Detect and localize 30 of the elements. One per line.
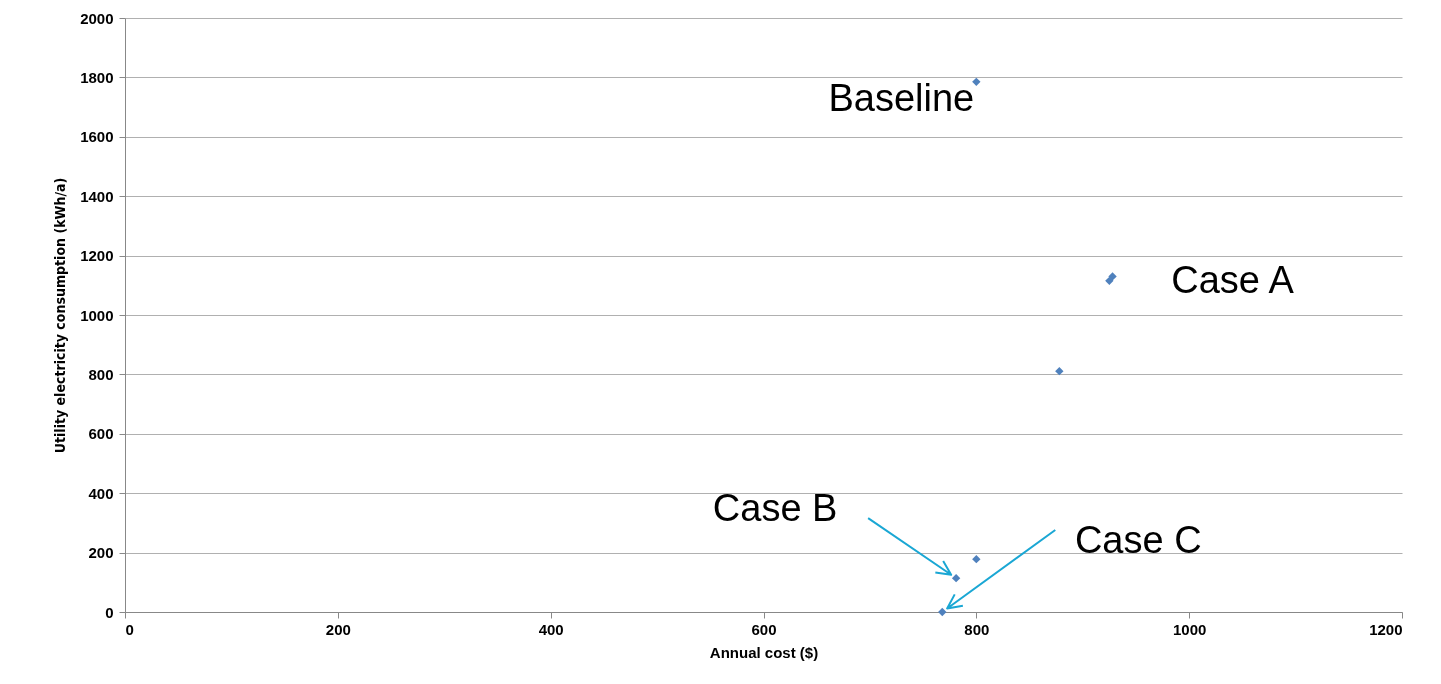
y-tick-label: 800 [88,365,114,383]
x-tick-label: 0 [125,620,134,638]
x-tick-label: 800 [964,620,990,638]
x-tick-label: 400 [538,620,564,638]
y-tick-label: 2000 [80,9,114,27]
annotation: Baseline [828,76,975,119]
annotation: Case B [712,487,838,530]
point [951,573,961,583]
point [1108,272,1117,281]
y-tick-label: 1800 [80,68,114,86]
point [1055,366,1064,376]
x-tick-label: 200 [325,620,351,638]
x-tick-label: 600 [751,620,777,638]
annotation: Case C [1074,519,1202,561]
y-axis-title: Utility electricity consumption (kWh/a) [52,177,69,454]
point [972,77,981,87]
x-tick-label: 1200 [1369,620,1403,638]
y-tick-label: 400 [88,484,114,502]
annotation: Case A [1171,259,1295,302]
y-tick-label: 600 [88,425,114,443]
y-tick-label: 1000 [80,306,114,324]
y-tick-label: 200 [88,544,114,562]
y-tick-label: 1600 [80,128,114,146]
point [972,554,981,564]
point [938,607,947,617]
x-axis-title: Annual cost ($) [709,643,819,661]
y-tick-label: 1200 [80,247,114,265]
x-tick-label: 1000 [1172,620,1207,638]
y-tick-label: 0 [105,603,114,621]
y-tick-label: 1400 [80,187,114,205]
